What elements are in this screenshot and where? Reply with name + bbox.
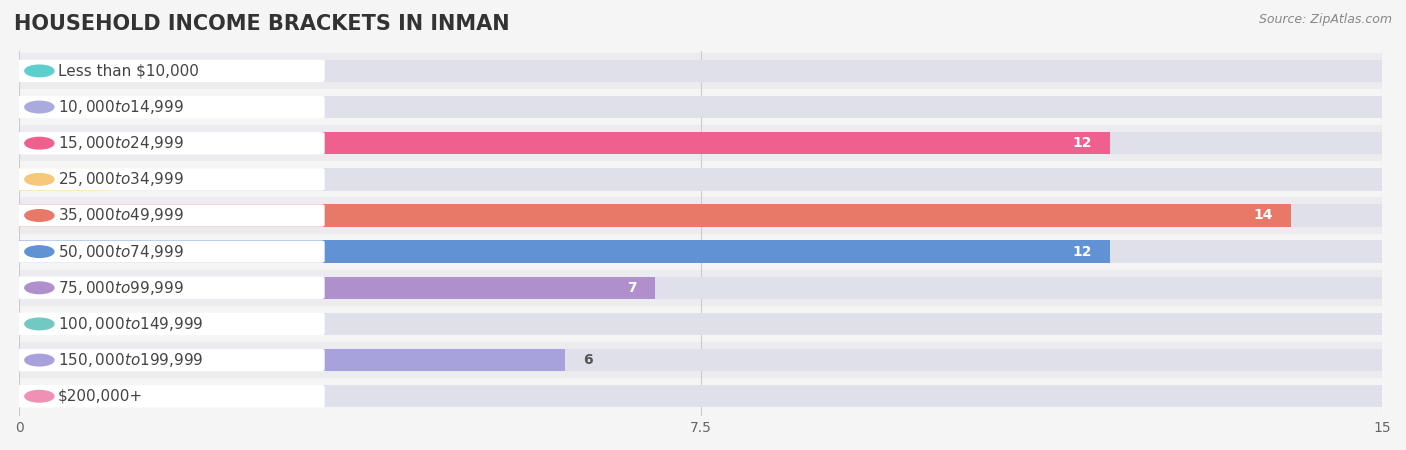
Circle shape bbox=[25, 391, 53, 402]
Bar bbox=[20, 53, 1382, 89]
Bar bbox=[20, 385, 1382, 407]
Circle shape bbox=[25, 210, 53, 221]
Circle shape bbox=[25, 174, 53, 185]
Circle shape bbox=[25, 282, 53, 293]
Bar bbox=[20, 89, 1382, 125]
Text: Less than $10,000: Less than $10,000 bbox=[58, 63, 198, 78]
FancyBboxPatch shape bbox=[17, 168, 325, 190]
Text: 0: 0 bbox=[38, 100, 48, 114]
Circle shape bbox=[25, 318, 53, 330]
Bar bbox=[20, 168, 110, 190]
Text: 7: 7 bbox=[627, 281, 637, 295]
FancyBboxPatch shape bbox=[17, 240, 325, 263]
FancyBboxPatch shape bbox=[17, 313, 325, 335]
Text: $50,000 to $74,999: $50,000 to $74,999 bbox=[58, 243, 183, 261]
Bar bbox=[20, 132, 1109, 154]
Text: $150,000 to $199,999: $150,000 to $199,999 bbox=[58, 351, 202, 369]
Bar bbox=[20, 277, 655, 299]
Text: 12: 12 bbox=[1071, 245, 1091, 259]
Text: 0: 0 bbox=[38, 389, 48, 403]
Text: Source: ZipAtlas.com: Source: ZipAtlas.com bbox=[1258, 14, 1392, 27]
Bar bbox=[20, 313, 201, 335]
FancyBboxPatch shape bbox=[17, 204, 325, 227]
Text: 2: 2 bbox=[219, 317, 229, 331]
Text: $100,000 to $149,999: $100,000 to $149,999 bbox=[58, 315, 202, 333]
Circle shape bbox=[25, 137, 53, 149]
Bar bbox=[20, 125, 1382, 161]
Bar bbox=[20, 240, 1109, 263]
FancyBboxPatch shape bbox=[17, 60, 325, 82]
Text: 1: 1 bbox=[128, 172, 138, 186]
Bar bbox=[20, 96, 1382, 118]
FancyBboxPatch shape bbox=[17, 385, 325, 407]
Bar bbox=[20, 161, 1382, 198]
Bar bbox=[20, 342, 1382, 378]
Bar bbox=[20, 204, 1291, 227]
Text: $200,000+: $200,000+ bbox=[58, 389, 142, 404]
Circle shape bbox=[25, 101, 53, 113]
Bar bbox=[20, 378, 1382, 414]
Text: 0: 0 bbox=[38, 64, 48, 78]
Text: HOUSEHOLD INCOME BRACKETS IN INMAN: HOUSEHOLD INCOME BRACKETS IN INMAN bbox=[14, 14, 510, 33]
Bar bbox=[20, 198, 1382, 234]
FancyBboxPatch shape bbox=[17, 277, 325, 299]
Text: 6: 6 bbox=[582, 353, 592, 367]
FancyBboxPatch shape bbox=[17, 96, 325, 118]
Bar bbox=[20, 60, 1382, 82]
Text: $75,000 to $99,999: $75,000 to $99,999 bbox=[58, 279, 183, 297]
Bar bbox=[20, 234, 1382, 270]
Bar bbox=[20, 132, 1382, 154]
Text: $15,000 to $24,999: $15,000 to $24,999 bbox=[58, 134, 183, 152]
Circle shape bbox=[25, 354, 53, 366]
FancyBboxPatch shape bbox=[17, 349, 325, 371]
FancyBboxPatch shape bbox=[17, 132, 325, 154]
Circle shape bbox=[25, 246, 53, 257]
Bar bbox=[20, 349, 1382, 371]
Bar bbox=[20, 349, 564, 371]
Text: $25,000 to $34,999: $25,000 to $34,999 bbox=[58, 171, 183, 189]
Circle shape bbox=[25, 65, 53, 77]
Text: 12: 12 bbox=[1071, 136, 1091, 150]
Text: $10,000 to $14,999: $10,000 to $14,999 bbox=[58, 98, 183, 116]
Bar bbox=[20, 306, 1382, 342]
Bar bbox=[20, 313, 1382, 335]
Bar bbox=[20, 168, 1382, 190]
Bar bbox=[20, 270, 1382, 306]
Bar bbox=[20, 240, 1382, 263]
Bar bbox=[20, 277, 1382, 299]
Bar bbox=[20, 204, 1382, 227]
Text: 14: 14 bbox=[1254, 208, 1274, 222]
Text: $35,000 to $49,999: $35,000 to $49,999 bbox=[58, 207, 183, 225]
